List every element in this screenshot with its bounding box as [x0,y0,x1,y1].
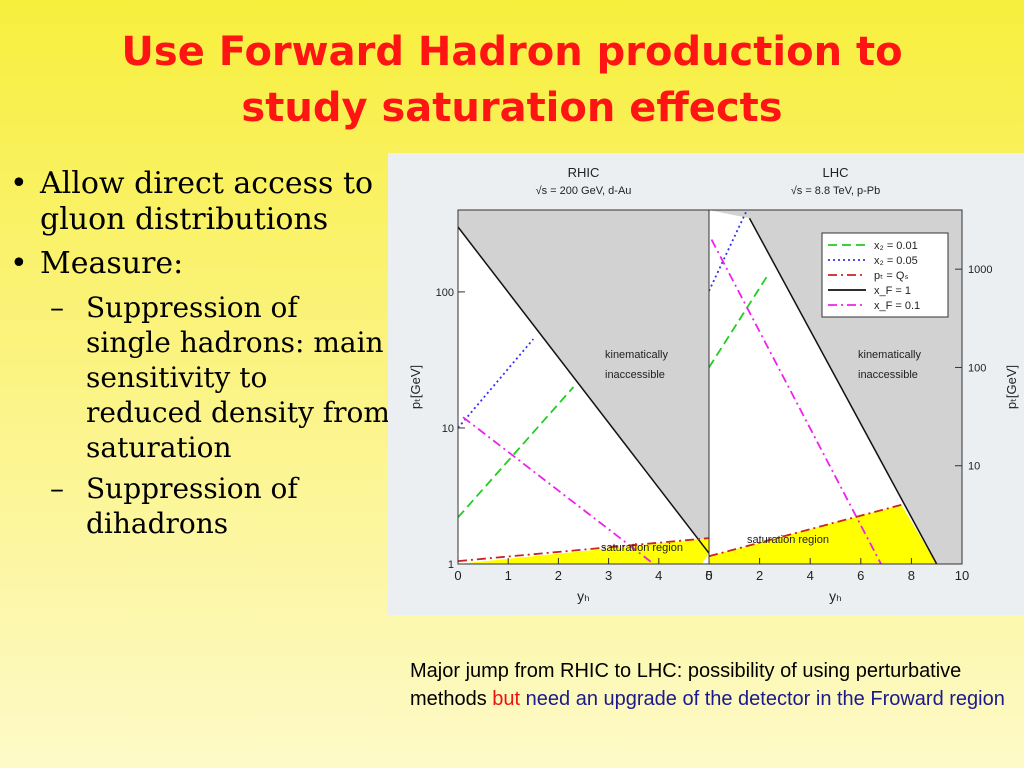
caption-text-2: need an upgrade of the detector in the F… [525,688,1005,710]
x-tick-label: 0 [454,568,461,583]
series-line-xf-1 [458,226,709,554]
series-line-pt-qs [709,503,902,558]
y-tick-label: 100 [436,287,454,299]
y-tick-label: 1 [448,559,454,571]
dash-icon: – [50,291,64,324]
saturation-region [709,504,937,564]
legend-label: x_F = 1 [874,285,911,297]
legend-label: x₂ = 0.05 [874,255,918,267]
series-line-pt-qs [458,537,709,563]
x-tick-label: 1 [505,568,512,583]
bullet-dot-icon: • [10,166,28,201]
y-axis-label: pₜ[GeV] [1004,365,1019,409]
caption: Major jump from RHIC to LHC: possibility… [410,657,1010,713]
x-tick-label: 5 [705,568,712,583]
y-axis-label: pₜ[GeV] [408,365,423,409]
x-tick-label: 3 [605,568,612,583]
series-line-x2-001 [458,386,575,519]
panel-subtitle: √s = 200 GeV, d-Au [536,185,632,197]
title-line-2: study saturation effects [241,85,783,131]
bullet-item: • Allow direct access to gluon distributi… [10,166,390,238]
series-line-xf-01 [710,239,882,564]
sub-bullet-text: Suppression of dihadrons [86,472,298,540]
series-line-xf-1 [748,217,938,564]
caption-text-1: Major jump from RHIC to LHC: possibility… [410,660,962,710]
saturation-label: saturation region [601,542,683,554]
region-label-line-2: inaccessible [858,369,918,381]
sub-bullet-item: – Suppression of dihadrons [10,471,390,541]
y-tick-label: 10 [968,461,980,473]
panel-frame [708,209,963,565]
legend-label: pₜ = Qₛ [874,270,909,282]
title-line-1: Use Forward Hadron production to [121,29,903,75]
x-axis-label: yₕ [577,588,590,604]
x-tick-label: 2 [756,568,763,583]
y-tick-label: 1000 [968,264,992,276]
x-tick-label: 0 [705,568,712,583]
region-label-line-2: inaccessible [605,369,665,381]
saturation-label: saturation region [747,534,829,546]
bullet-text: Measure: [40,246,184,281]
kinematic-figure: RHIC √s = 200 GeV, d-Au 0 1 2 3 4 5 yₕ 1 10 100 pₜ[G… [388,153,1024,615]
panel-subtitle: √s = 8.8 TeV, p-Pb [791,185,881,197]
sub-bullet-text: Suppression of single hadrons: main sens… [86,291,390,464]
legend-label: x₂ = 0.01 [874,240,918,252]
kinematic-chart: RHIC√s = 200 GeV, d-Au0 1 2 3 4 5yₕ110100pₜ[G… [408,165,1019,604]
region-label-line-1: kinematically [858,349,921,361]
slide-title: Use Forward Hadron production to study s… [40,24,984,136]
series-line-xf-01 [462,416,655,564]
x-tick-label: 4 [807,568,814,583]
legend-label: x_F = 0.1 [874,300,920,312]
x-tick-label: 6 [857,568,864,583]
bullet-text: Allow direct access to gluon distributio… [40,166,374,237]
x-tick-label: 10 [955,568,969,583]
x-axis-label: yₕ [829,588,842,604]
x-tick-label: 8 [908,568,915,583]
y-tick-label: 10 [442,423,454,435]
region-label-line-1: kinematically [605,349,668,361]
panel-title: RHIC [568,165,600,180]
dash-icon: – [50,472,64,505]
bullet-item: • Measure: [10,246,390,282]
bullet-dot-icon: • [10,246,28,281]
caption-but: but [492,688,521,710]
bullet-list: • Allow direct access to gluon distributi… [10,166,390,547]
x-tick-label: 4 [655,568,662,583]
panel-title: LHC [822,165,848,180]
sub-bullet-item: – Suppression of single hadrons: main sen… [10,290,390,465]
y-tick-label: 100 [968,362,986,374]
inaccessible-region [458,210,709,564]
x-tick-label: 2 [555,568,562,583]
series-line-x2-001 [709,275,768,368]
